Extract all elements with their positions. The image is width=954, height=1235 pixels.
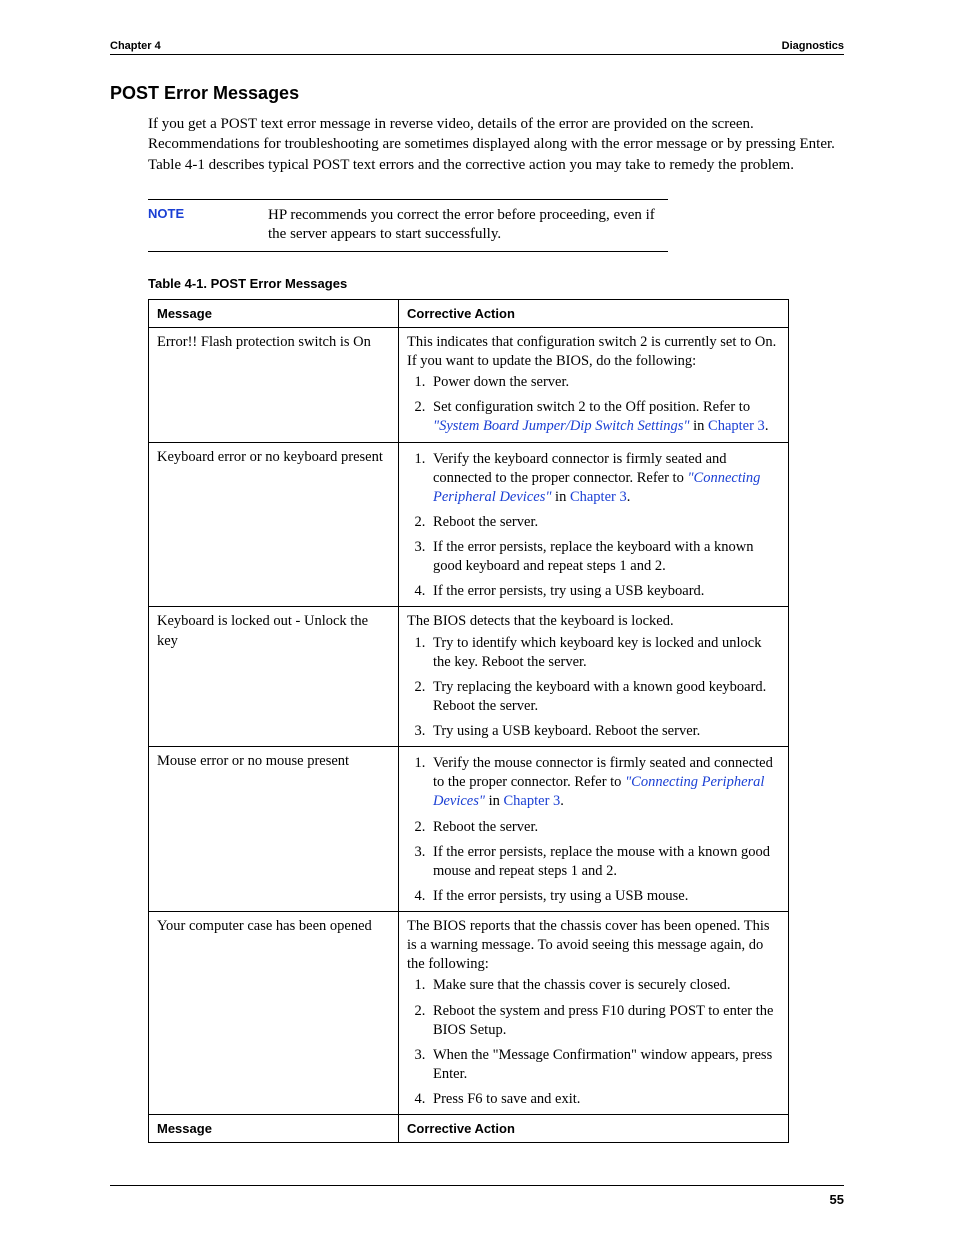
table-caption: Table 4-1. POST Error Messages xyxy=(148,276,844,291)
col-action: Corrective Action xyxy=(399,299,789,327)
col-message: Message xyxy=(149,299,399,327)
page: Chapter 4 Diagnostics POST Error Message… xyxy=(0,0,954,1235)
section-title: POST Error Messages xyxy=(110,83,844,104)
table-row: Keyboard is locked out - Unlock the key T… xyxy=(149,607,789,747)
table-row: Your computer case has been openedThe BI… xyxy=(149,912,789,1115)
cell-action: Verify the mouse connector is firmly sea… xyxy=(399,747,789,912)
table-row: Mouse error or no mouse present Verify th… xyxy=(149,747,789,912)
action-steps: Verify the keyboard connector is firmly … xyxy=(407,450,780,602)
action-step: Reboot the server. xyxy=(429,818,780,837)
cell-action: This indicates that configuration switch… xyxy=(399,327,789,442)
action-step: Press F6 to save and exit. xyxy=(429,1090,780,1109)
cross-ref-link[interactable]: "Connecting Peripheral Devices" xyxy=(433,774,764,809)
action-step: Power down the server. xyxy=(429,373,780,392)
cell-message: Your computer case has been opened xyxy=(149,912,399,1115)
action-step: Try replacing the keyboard with a known … xyxy=(429,678,780,716)
action-step: Try using a USB keyboard. Reboot the ser… xyxy=(429,722,780,741)
action-step: If the error persists, try using a USB m… xyxy=(429,887,780,906)
page-number: 55 xyxy=(830,1192,844,1207)
note-text: HP recommends you correct the error befo… xyxy=(268,206,668,245)
action-steps: Power down the server. Set configuration … xyxy=(407,373,780,436)
note-label: NOTE xyxy=(148,206,268,245)
cross-ref-link[interactable]: "System Board Jumper/Dip Switch Settings… xyxy=(433,418,690,434)
error-table: Message Corrective Action Error!! Flash … xyxy=(148,299,789,1144)
cell-action: The BIOS detects that the keyboard is lo… xyxy=(399,607,789,747)
col-action-foot: Corrective Action xyxy=(399,1115,789,1143)
header-right: Diagnostics xyxy=(782,40,844,52)
cell-message: Mouse error or no mouse present xyxy=(149,747,399,912)
table-row: Error!! Flash protection switch is OnThi… xyxy=(149,327,789,442)
action-lead: The BIOS detects that the keyboard is lo… xyxy=(407,612,780,631)
note-block: NOTE HP recommends you correct the error… xyxy=(148,199,668,252)
table-header-row: Message Corrective Action xyxy=(149,299,789,327)
action-steps: Verify the mouse connector is firmly sea… xyxy=(407,754,780,906)
action-lead: This indicates that configuration switch… xyxy=(407,333,780,371)
intro-paragraph: If you get a POST text error message in … xyxy=(148,114,844,175)
table-footer-row: Message Corrective Action xyxy=(149,1115,789,1143)
header-left: Chapter 4 xyxy=(110,40,161,52)
action-steps: Try to identify which keyboard key is lo… xyxy=(407,634,780,742)
action-step: Verify the keyboard connector is firmly … xyxy=(429,450,780,507)
table-row: Keyboard error or no keyboard present Ver… xyxy=(149,442,789,607)
chapter-link[interactable]: Chapter 3 xyxy=(504,793,561,809)
chapter-link[interactable]: Chapter 3 xyxy=(708,418,765,434)
action-step: Try to identify which keyboard key is lo… xyxy=(429,634,780,672)
cell-action: The BIOS reports that the chassis cover … xyxy=(399,912,789,1115)
action-step: When the "Message Confirmation" window a… xyxy=(429,1046,780,1084)
action-step: If the error persists, replace the mouse… xyxy=(429,843,780,881)
action-step: Set configuration switch 2 to the Off po… xyxy=(429,398,780,436)
cell-message: Keyboard error or no keyboard present xyxy=(149,442,399,607)
action-step: Make sure that the chassis cover is secu… xyxy=(429,976,780,995)
col-message-foot: Message xyxy=(149,1115,399,1143)
action-step: Reboot the server. xyxy=(429,513,780,532)
action-step: If the error persists, try using a USB k… xyxy=(429,582,780,601)
action-steps: Make sure that the chassis cover is secu… xyxy=(407,976,780,1109)
cell-action: Verify the keyboard connector is firmly … xyxy=(399,442,789,607)
cell-message: Error!! Flash protection switch is On xyxy=(149,327,399,442)
action-lead: The BIOS reports that the chassis cover … xyxy=(407,917,780,974)
running-header: Chapter 4 Diagnostics xyxy=(110,40,844,55)
action-step: Reboot the system and press F10 during P… xyxy=(429,1002,780,1040)
page-footer: 55 xyxy=(110,1185,844,1207)
chapter-link[interactable]: Chapter 3 xyxy=(570,489,627,505)
action-step: Verify the mouse connector is firmly sea… xyxy=(429,754,780,811)
cell-message: Keyboard is locked out - Unlock the key xyxy=(149,607,399,747)
action-step: If the error persists, replace the keybo… xyxy=(429,538,780,576)
